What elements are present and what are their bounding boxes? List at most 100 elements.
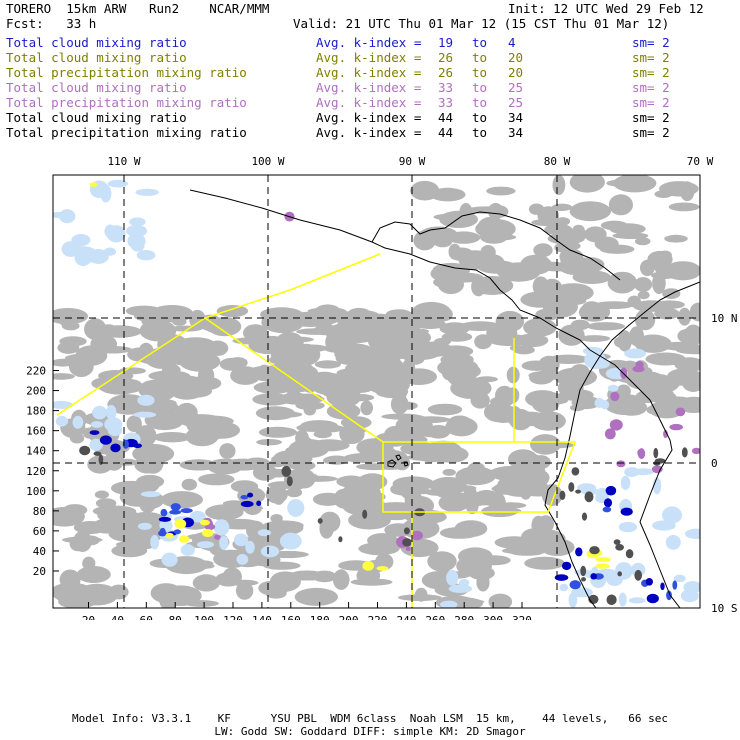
purple-precip (651, 465, 663, 474)
cloud-region (486, 186, 516, 196)
blue-cloud (110, 443, 121, 453)
cloud-region (171, 385, 203, 400)
purple-precip (405, 546, 411, 551)
legend-to: to (472, 50, 488, 65)
light-blue-cloud (213, 519, 230, 536)
cloud-region (385, 309, 408, 321)
legend-k-from: 19 (438, 35, 454, 50)
light-blue-cloud (72, 415, 84, 429)
cloud-region (480, 245, 496, 260)
light-blue-cloud (236, 554, 249, 565)
cloud-region (190, 560, 214, 567)
cloud-region (506, 415, 549, 427)
blue-cloud (672, 580, 678, 590)
light-blue-cloud (577, 483, 597, 493)
forecast-hour: Fcst: 33 h (6, 16, 97, 31)
yellow-cloud (362, 561, 375, 571)
cloud-region (169, 415, 206, 423)
coastline-south-america-inland (599, 355, 681, 608)
y-tick-label: 80 (33, 505, 46, 518)
cloud-region (504, 475, 548, 495)
cloud-region (612, 232, 649, 239)
convective-core (93, 451, 102, 456)
convective-core (589, 546, 600, 555)
convective-core (617, 571, 622, 577)
light-blue-cloud (70, 246, 95, 255)
yellow-cloud (199, 519, 210, 526)
cloud-region (94, 490, 109, 499)
legend-field: Total precipitation mixing ratio (6, 65, 247, 80)
cloud-region (477, 216, 506, 239)
cloud-region (569, 175, 605, 193)
cloud-region (333, 488, 355, 509)
legend-field: Total precipitation mixing ratio (6, 125, 247, 140)
y-tick-label: 200 (26, 385, 46, 398)
blue-cloud (247, 492, 254, 498)
legend-field: Total cloud mixing ratio (6, 50, 187, 65)
cloud-region (216, 305, 249, 318)
y-tick-label: 140 (26, 445, 46, 458)
cloud-region (471, 276, 486, 297)
cloud-region (581, 301, 603, 318)
cloud-region (363, 499, 386, 513)
legend-k-from: 26 (438, 65, 454, 80)
cloud-region (625, 371, 666, 390)
light-blue-cloud (257, 529, 272, 537)
convective-core (625, 549, 634, 559)
blue-cloud (169, 509, 182, 515)
light-blue-cloud (58, 209, 76, 224)
cloud-region (664, 261, 700, 281)
cloud-region (230, 366, 261, 385)
light-blue-cloud (180, 544, 195, 556)
light-blue-cloud (624, 348, 646, 359)
blue-cloud (660, 582, 665, 591)
cloud-region (271, 579, 290, 595)
light-blue-cloud (279, 532, 302, 550)
purple-precip (609, 419, 623, 431)
legend-k-from: 44 (438, 125, 454, 140)
cloud-region (356, 566, 381, 585)
purple-precip (604, 428, 616, 440)
cloud-region (454, 520, 488, 537)
cloud-region (119, 367, 146, 375)
cloud-region (375, 553, 394, 571)
legend-field: Total precipitation mixing ratio (6, 95, 247, 110)
coastline-yucatan (371, 211, 621, 281)
yellow-cloud (178, 535, 190, 543)
lon-label: 90 W (399, 155, 426, 168)
cloud-region (135, 425, 157, 447)
legend-k-to: 25 (508, 95, 524, 110)
convective-core (681, 447, 688, 458)
cloud-region (325, 323, 367, 344)
light-blue-cloud (136, 250, 156, 261)
cloud-region (523, 318, 557, 337)
cloud-region (531, 218, 567, 227)
cloud-region (92, 505, 137, 517)
x-tick-label: 120 (223, 614, 243, 620)
blue-cloud (170, 503, 181, 511)
cloud-region (462, 497, 483, 508)
light-blue-cloud (140, 491, 161, 498)
y-tick-label: 40 (33, 545, 46, 558)
convective-core (581, 577, 586, 582)
cloud-region (105, 378, 131, 390)
light-blue-cloud (287, 499, 305, 517)
model-info-line1: Model Info: V3.3.1 KF YSU PBL WDM 6class… (71, 712, 669, 725)
cloud-region (228, 505, 264, 512)
cloud-region (515, 263, 529, 278)
cloud-region (637, 291, 650, 300)
cloud-region (289, 460, 316, 471)
cloud-region (423, 488, 457, 496)
cloud-region (412, 416, 450, 423)
model-info-line2: LW: Godd SW: Goddard DIFF: simple KM: 2D… (214, 725, 526, 738)
x-tick-label: 160 (281, 614, 301, 620)
cloud-region (341, 355, 369, 365)
light-blue-cloud (620, 475, 631, 490)
subdomain-boundaries (56, 253, 577, 608)
light-blue-cloud (133, 411, 157, 418)
cloud-region (117, 458, 138, 466)
cloud-region (483, 402, 513, 423)
x-tick-label: 140 (252, 614, 272, 620)
convective-core (615, 544, 624, 551)
light-blue-cloud (89, 438, 103, 451)
